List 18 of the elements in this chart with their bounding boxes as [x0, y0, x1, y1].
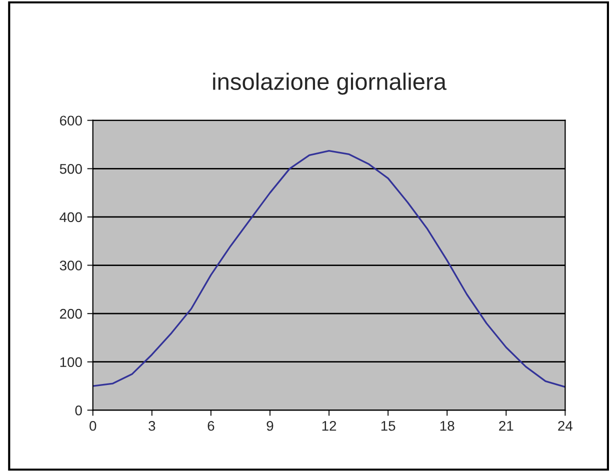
y-tick-label: 300 [60, 260, 82, 270]
x-tick-label: 9 [266, 420, 274, 431]
x-tick-label: 6 [208, 420, 214, 431]
x-tick-label: 3 [148, 420, 156, 431]
x-tick-label: 12 [322, 420, 336, 431]
y-tick-label: 600 [60, 116, 82, 126]
chart-title: insolazione giornaliera [213, 72, 447, 95]
x-tick-label: 18 [440, 420, 454, 431]
y-tick-label: 400 [60, 212, 82, 222]
x-tick-label: 21 [499, 420, 514, 431]
x-tick-label: 0 [90, 420, 96, 431]
y-tick-label: 100 [60, 357, 82, 368]
y-tick-label: 0 [75, 406, 82, 416]
y-tick-label: 500 [60, 164, 82, 174]
x-tick-label: 15 [381, 421, 396, 431]
y-tick-label: 200 [60, 308, 82, 319]
line-series [92, 150, 566, 388]
x-tick-label: 24 [558, 420, 572, 431]
